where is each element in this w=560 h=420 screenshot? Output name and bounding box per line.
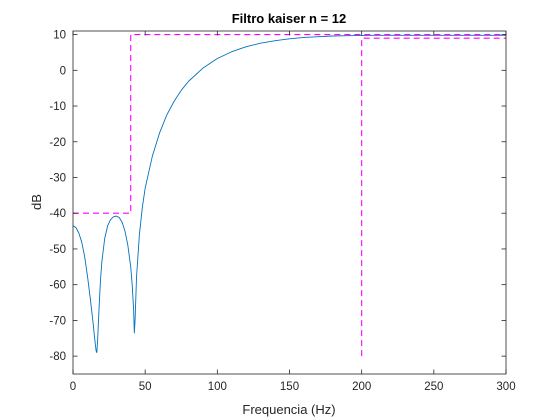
ticks-layer: 0 50 100 150 200 250 300100-10-20-30-40-50-60-…: [49, 30, 515, 393]
y-tick-label: -20: [49, 137, 66, 149]
spec-line-2: [361, 37, 506, 357]
x-tick-label: 50: [139, 381, 152, 393]
x-tick-label: 200: [352, 381, 371, 393]
x-tick-label: 150: [280, 381, 299, 393]
y-tick-label: -70: [49, 315, 66, 327]
y-axis-label: dB: [29, 194, 44, 210]
y-tick-label: 10: [53, 30, 66, 42]
x-axis-label: Frequencia (Hz): [242, 402, 335, 417]
x-tick-label: 0: [70, 381, 76, 393]
chart-title: Filtro kaiser n = 12: [232, 11, 347, 26]
y-tick-label: -40: [49, 208, 66, 220]
spec-line-1: [73, 34, 506, 214]
y-tick-label: 0: [60, 65, 66, 77]
y-tick-label: -10: [49, 101, 66, 113]
y-tick-label: -50: [49, 244, 66, 256]
series-layer: [72, 34, 506, 357]
x-tick-label: 100: [208, 381, 227, 393]
response-line-0: [72, 34, 506, 354]
x-tick-label: 250: [424, 381, 443, 393]
y-tick-label: -30: [49, 172, 66, 184]
y-tick-label: -80: [49, 351, 66, 363]
plot-area: [73, 31, 506, 374]
x-tick-label: 300: [496, 381, 515, 393]
y-tick-label: -60: [49, 280, 66, 292]
